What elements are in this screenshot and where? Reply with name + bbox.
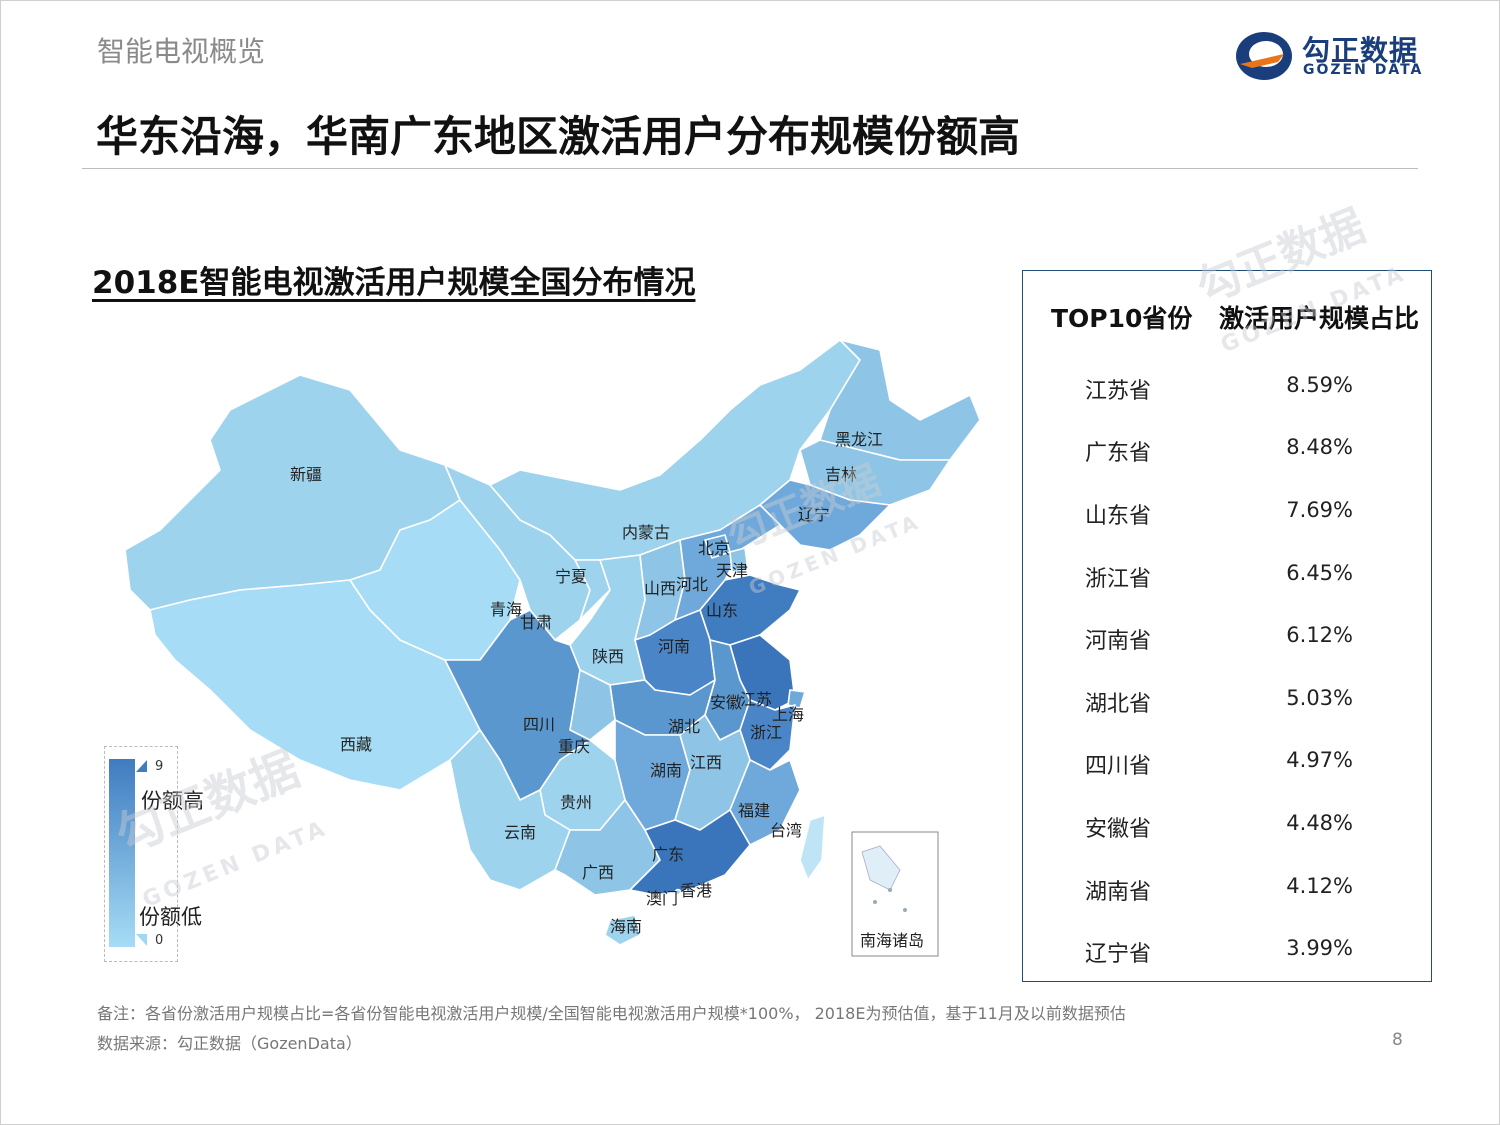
label-gansu: 甘肃 (520, 613, 552, 632)
province-hainan[interactable] (604, 914, 641, 946)
logo-text-en: GOZEN DATA (1303, 62, 1424, 78)
table-row: 山东省 7.69% (1023, 498, 1431, 538)
table-row: 广东省 8.48% (1023, 435, 1431, 475)
data-source: 数据来源：勾正数据（GozenData） (97, 1034, 362, 1053)
row-province: 山东省 (1085, 504, 1152, 529)
row-share: 3.99% (1286, 936, 1353, 960)
row-province: 安徽省 (1085, 817, 1152, 842)
label-shaanxi: 陕西 (592, 647, 624, 666)
label-qinghai: 青海 (490, 600, 522, 619)
brand-logo: 勾正数据 GOZEN DATA (1232, 28, 1432, 84)
label-hongkong: 香港 (680, 881, 712, 900)
china-map: 新疆 西藏 青海 甘肃 内蒙古 宁夏 黑龙江 吉林 辽宁 北京 天津 河北 山西… (124, 339, 981, 957)
table-row: 安徽省 4.48% (1023, 811, 1431, 851)
row-share: 6.45% (1286, 561, 1353, 585)
row-province: 河南省 (1085, 629, 1152, 654)
row-share: 4.97% (1286, 748, 1353, 772)
label-hunan: 湖南 (650, 761, 682, 780)
label-jilin: 吉林 (825, 465, 857, 484)
row-province: 四川省 (1085, 754, 1152, 779)
row-province: 湖北省 (1085, 692, 1152, 717)
table-row: 辽宁省 3.99% (1023, 936, 1431, 976)
top10-table: TOP10省份 激活用户规模占比 江苏省 8.59% 广东省 8.48% 山东省… (1022, 270, 1432, 982)
label-beijing: 北京 (698, 539, 730, 558)
table-row: 湖南省 4.12% (1023, 874, 1431, 914)
label-hubei: 湖北 (668, 717, 700, 736)
row-share: 6.12% (1286, 623, 1353, 647)
label-zhejiang: 浙江 (750, 723, 782, 742)
label-chongqing: 重庆 (558, 737, 590, 756)
row-share: 8.59% (1286, 373, 1353, 397)
row-province: 湖南省 (1085, 880, 1152, 905)
province-jilin[interactable] (799, 439, 951, 506)
row-share: 4.12% (1286, 874, 1353, 898)
label-hainan: 海南 (610, 917, 642, 936)
province-fujian[interactable] (729, 759, 801, 846)
legend-min-handle-icon[interactable] (135, 933, 149, 947)
footnote: 备注：各省份激活用户规模占比=各省份智能电视激活用户规模/全国智能电视激活用户规… (97, 1004, 1126, 1023)
label-jiangxi: 江西 (690, 753, 722, 772)
legend-max-handle-icon[interactable] (135, 759, 149, 773)
province-shanghai[interactable] (787, 689, 806, 709)
row-share: 7.69% (1286, 498, 1353, 522)
row-province: 江苏省 (1085, 379, 1152, 404)
label-anhui: 安徽 (710, 693, 742, 712)
label-inner-mongolia: 内蒙古 (622, 523, 670, 542)
row-share: 5.03% (1286, 686, 1353, 710)
province-guangdong[interactable] (629, 809, 751, 896)
label-xinjiang: 新疆 (290, 465, 322, 484)
section-title: 智能电视概览 (97, 35, 266, 68)
label-fujian: 福建 (738, 801, 770, 820)
label-macau: 澳门 (646, 889, 678, 908)
map-title: 2018E智能电视激活用户规模全国分布情况 (92, 265, 696, 301)
row-province: 辽宁省 (1085, 942, 1152, 967)
label-hebei: 河北 (676, 575, 708, 594)
label-yunnan: 云南 (504, 823, 536, 842)
label-taiwan: 台湾 (770, 821, 802, 840)
row-share: 8.48% (1286, 435, 1353, 459)
table-header-province: TOP10省份 (1051, 304, 1193, 333)
province-taiwan[interactable] (799, 814, 826, 881)
legend-min: 0 (155, 933, 164, 948)
label-guangxi: 广西 (582, 863, 614, 882)
label-sichuan: 四川 (523, 715, 555, 734)
label-liaoning: 辽宁 (798, 505, 830, 524)
divider (82, 168, 1418, 169)
table-header-share: 激活用户规模占比 (1219, 304, 1420, 333)
table-row: 湖北省 5.03% (1023, 686, 1431, 726)
label-heilongjiang: 黑龙江 (835, 430, 883, 449)
page-headline: 华东沿海，华南广东地区激活用户分布规模份额高 (96, 112, 1021, 161)
page-number: 8 (1392, 1030, 1403, 1050)
province-macau[interactable] (674, 888, 682, 896)
south-china-sea-inset (851, 831, 939, 957)
label-shanxi: 山西 (644, 579, 676, 598)
row-province: 广东省 (1085, 441, 1152, 466)
row-share: 4.48% (1286, 811, 1353, 835)
table-row: 四川省 4.97% (1023, 748, 1431, 788)
label-shanghai: 上海 (772, 705, 804, 724)
label-shandong: 山东 (706, 601, 738, 620)
label-henan: 河南 (658, 637, 690, 656)
label-jiangsu: 江苏 (740, 690, 772, 709)
table-row: 江苏省 8.59% (1023, 373, 1431, 413)
table-row: 河南省 6.12% (1023, 623, 1431, 663)
legend-high-label: 份额高 (141, 789, 204, 813)
row-province: 浙江省 (1085, 567, 1152, 592)
province-tianjin[interactable] (729, 547, 749, 573)
logo-text-cn: 勾正数据 (1302, 34, 1419, 67)
legend-gradient (109, 759, 135, 947)
legend-low-label: 份额低 (139, 905, 202, 929)
table-row: 浙江省 6.45% (1023, 561, 1431, 601)
inset-label: 南海诸岛 (860, 931, 924, 950)
label-tibet: 西藏 (340, 735, 372, 754)
label-guangdong: 广东 (652, 845, 684, 864)
label-guizhou: 贵州 (560, 793, 592, 812)
map-legend: 9 0 份额高 份额低 (104, 746, 204, 962)
label-tianjin: 天津 (716, 561, 748, 580)
label-ningxia: 宁夏 (555, 567, 587, 586)
logo-mark-icon (1236, 32, 1292, 80)
legend-max: 9 (155, 759, 164, 774)
province-hongkong[interactable] (686, 886, 694, 894)
